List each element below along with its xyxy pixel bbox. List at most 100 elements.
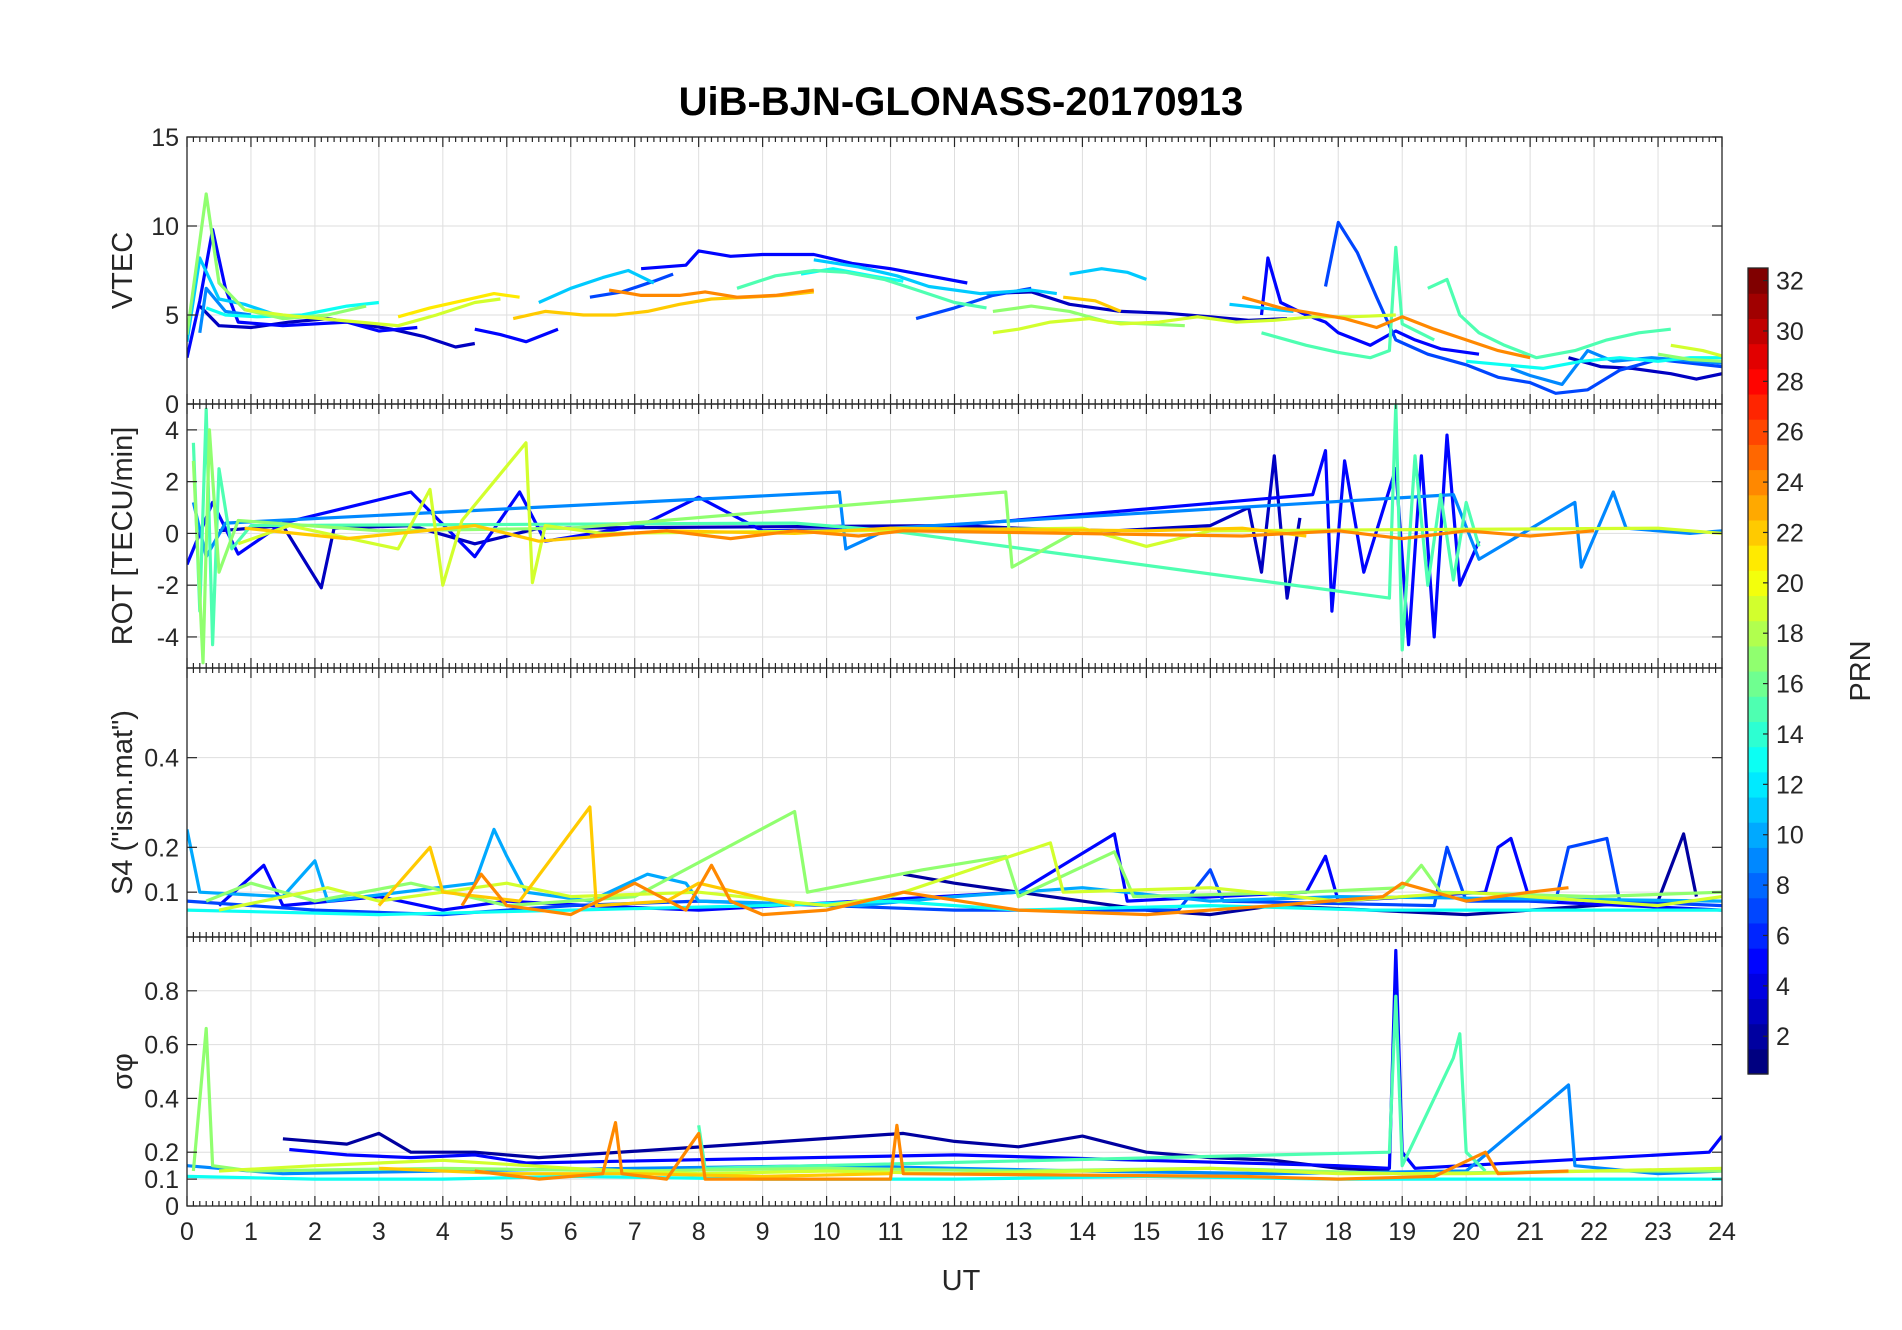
x-tick-label: 22 xyxy=(1580,1218,1608,1246)
y-tick-label: 0 xyxy=(165,391,179,419)
series-group xyxy=(187,192,1722,395)
series-line-prn-5 xyxy=(187,228,418,359)
y-tick-label: 0.4 xyxy=(144,1085,179,1113)
x-tick-label: 0 xyxy=(180,1218,194,1246)
colorbar-band xyxy=(1748,469,1768,496)
series-line-prn-5 xyxy=(1259,256,1480,356)
y-tick-label: 15 xyxy=(151,124,179,152)
x-tick-label: 5 xyxy=(500,1218,514,1246)
series-line-prn-7 xyxy=(589,272,674,299)
x-tick-label: 16 xyxy=(1196,1218,1224,1246)
colorbar-band xyxy=(1748,343,1768,370)
series-line-prn-5 xyxy=(474,327,559,344)
x-tick-label: 9 xyxy=(756,1218,770,1246)
colorbar-band xyxy=(1748,545,1768,571)
colorbar-tick-label: 18 xyxy=(1776,620,1804,648)
colorbar-tick-label: 10 xyxy=(1776,822,1804,850)
colorbar-band xyxy=(1748,922,1768,949)
colorbar-band xyxy=(1748,721,1768,748)
colorbar-band xyxy=(1748,645,1768,672)
series-line-prn-9 xyxy=(198,286,252,334)
x-tick-label: 13 xyxy=(1005,1218,1033,1246)
colorbar-band xyxy=(1748,948,1768,974)
colorbar-band xyxy=(1748,268,1768,294)
x-tick-label: 10 xyxy=(813,1218,841,1246)
colorbar-band xyxy=(1748,318,1768,345)
x-tick-label: 7 xyxy=(628,1218,642,1246)
x-tick-label: 14 xyxy=(1069,1218,1097,1246)
series-line-prn-19 xyxy=(1670,343,1722,358)
x-axis-label: UT xyxy=(942,1265,981,1297)
colorbar-label: PRN xyxy=(1845,640,1877,701)
colorbar-tick-label: 12 xyxy=(1776,771,1804,799)
panel-1: 0 5 10 15 VTEC xyxy=(107,124,1723,419)
series-line-prn-15 xyxy=(736,268,987,310)
x-tick-label: 8 xyxy=(692,1218,706,1246)
y-tick-label: 0.1 xyxy=(144,879,179,907)
y-tick-label: -4 xyxy=(157,624,179,652)
series-line-prn-22 xyxy=(377,805,795,908)
series-line-prn-9 xyxy=(191,490,1722,569)
series-group xyxy=(187,948,1722,1181)
series-line-prn-24 xyxy=(1241,295,1531,360)
y-tick-label: 5 xyxy=(165,302,179,330)
x-tick-label: 24 xyxy=(1708,1218,1736,1246)
colorbar-band xyxy=(1748,872,1768,899)
colorbar-band xyxy=(1748,897,1768,924)
series-line-prn-5 xyxy=(289,948,1722,1170)
x-tick-label: 20 xyxy=(1452,1218,1480,1246)
series-line-prn-24 xyxy=(474,1121,1569,1181)
colorbar-frame xyxy=(1747,267,1769,1075)
x-tick-label: 4 xyxy=(436,1218,450,1246)
colorbar-band xyxy=(1748,847,1768,874)
x-tick-label: 18 xyxy=(1324,1218,1352,1246)
colorbar-tick-label: 26 xyxy=(1776,419,1804,447)
series-line-prn-24 xyxy=(589,529,1595,541)
colorbar-tick-label: 16 xyxy=(1776,671,1804,699)
colorbar-band xyxy=(1748,393,1768,420)
colorbar-band xyxy=(1748,1023,1768,1050)
x-tick-label: 1 xyxy=(244,1218,258,1246)
colorbar-band xyxy=(1748,419,1768,445)
series-line-prn-13 xyxy=(187,899,1722,917)
colorbar-tick-label: 22 xyxy=(1776,519,1804,547)
series-group xyxy=(187,805,1722,917)
colorbar-tick-label: 24 xyxy=(1776,469,1804,497)
series-line-prn-11 xyxy=(813,258,1058,296)
y-tick-label: 0.6 xyxy=(144,1032,179,1060)
colorbar-band xyxy=(1748,746,1768,773)
x-tick-label: 2 xyxy=(308,1218,322,1246)
colorbar-band xyxy=(1748,696,1768,722)
series-line-prn-11 xyxy=(1229,302,1294,313)
series-line-prn-11 xyxy=(187,256,278,342)
colorbar-tick-label: 32 xyxy=(1776,268,1804,296)
series-line-prn-7 xyxy=(1323,220,1722,395)
series-line-prn-24 xyxy=(460,863,1569,917)
y-tick-label: 0 xyxy=(165,1193,179,1221)
colorbar-tick-label: 14 xyxy=(1776,721,1804,749)
x-tick-label: 6 xyxy=(564,1218,578,1246)
series-line-prn-5 xyxy=(187,433,1481,647)
series-line-prn-21 xyxy=(397,292,520,319)
series-line-prn-24 xyxy=(608,288,815,299)
y-tick-label: 2 xyxy=(165,469,179,497)
colorbar-tick-label: 28 xyxy=(1776,368,1804,396)
series-line-prn-17 xyxy=(1657,352,1722,363)
series-line-prn-2 xyxy=(282,1131,1390,1173)
colorbar-band xyxy=(1748,671,1768,697)
series-line-prn-15 xyxy=(1261,245,1435,360)
series-line-prn-19 xyxy=(244,297,501,328)
colorbar-band xyxy=(1748,771,1768,798)
x-tick-label: 17 xyxy=(1260,1218,1288,1246)
x-tick-label: 21 xyxy=(1516,1218,1544,1246)
y-axis-label: σφ xyxy=(107,1053,139,1090)
series-group xyxy=(187,404,1722,665)
y-tick-label: 0.4 xyxy=(144,745,179,773)
series-line-prn-3 xyxy=(1568,356,1722,381)
colorbar-band xyxy=(1748,444,1768,471)
colorbar-band xyxy=(1748,620,1768,647)
